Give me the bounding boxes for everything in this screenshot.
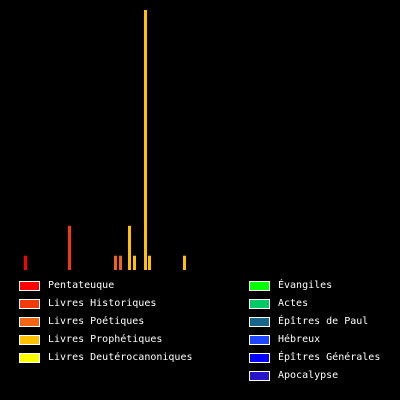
legend-swatch: [249, 281, 270, 291]
bar-2: [68, 225, 71, 270]
bar-1: [24, 255, 27, 270]
legend-label: Apocalypse: [278, 370, 339, 381]
bar-7: [144, 10, 147, 270]
legend-swatch: [249, 371, 270, 381]
legend-swatch: [249, 317, 270, 327]
legend-swatch: [19, 281, 40, 291]
bar-4: [119, 255, 122, 270]
legend-swatch: [249, 353, 270, 363]
legend-label: Livres Prophétiques: [48, 334, 163, 345]
legend-label: Actes: [278, 298, 309, 309]
legend-label: Livres Deutérocanoniques: [48, 352, 193, 363]
legend-swatch: [19, 353, 40, 363]
legend-label: Épîtres de Paul: [278, 316, 369, 327]
legend-label: Épîtres Générales: [278, 352, 381, 363]
legend-label: Hébreux: [278, 334, 321, 345]
legend-swatch: [249, 299, 270, 309]
legend-swatch: [249, 335, 270, 345]
bar-6: [133, 255, 136, 270]
legend-label: Livres Historiques: [48, 298, 157, 309]
bar-9: [183, 255, 186, 270]
bar-5: [128, 225, 131, 270]
bar-8: [148, 255, 151, 270]
legend-swatch: [19, 317, 40, 327]
bar-3: [114, 255, 117, 270]
legend-label: Évangiles: [278, 280, 333, 291]
legend-swatch: [19, 299, 40, 309]
legend-swatch: [19, 335, 40, 345]
legend-label: Livres Poétiques: [48, 316, 145, 327]
legend-label: Pentateuque: [48, 280, 115, 291]
